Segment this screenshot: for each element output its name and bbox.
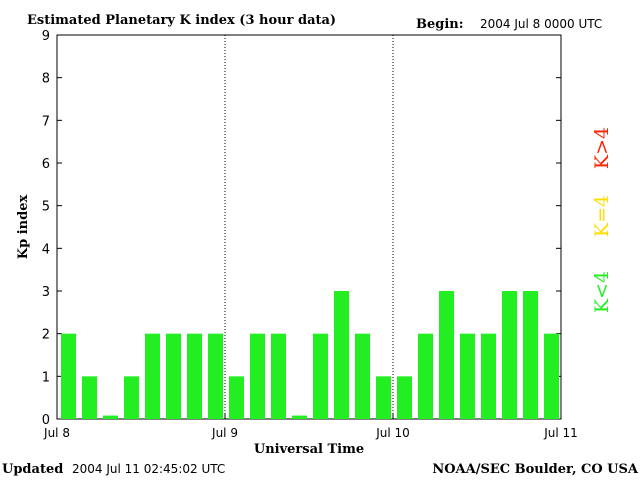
y-tick-label: 1 <box>42 370 50 385</box>
kp-bar <box>208 333 223 419</box>
begin-label: Begin: <box>416 17 464 32</box>
updated-value: 2004 Jul 11 02:45:02 UTC <box>72 462 225 476</box>
kp-bar <box>187 333 202 419</box>
kp-bar <box>82 376 97 419</box>
kp-bar <box>460 333 475 419</box>
kp-bar <box>292 415 307 419</box>
bar-series <box>61 291 559 419</box>
kp-bar <box>523 291 538 419</box>
x-tick-label: Jul 11 <box>543 426 578 440</box>
x-axis-label: Universal Time <box>254 442 364 457</box>
y-tick-label: 4 <box>42 242 50 257</box>
kp-bar <box>355 333 370 419</box>
y-tick-label: 2 <box>42 328 50 343</box>
kp-bar <box>124 376 139 419</box>
kp-bar <box>103 415 118 419</box>
kp-bar <box>229 376 244 419</box>
day-divider-lines <box>224 35 394 419</box>
y-tick-label: 5 <box>42 200 50 215</box>
y-tick-label: 8 <box>42 72 50 87</box>
legend-k-less-4: K<4 <box>591 271 613 313</box>
kp-bar <box>397 376 412 419</box>
legend-k-greater-4: K>4 <box>591 127 613 169</box>
x-tick-label: Jul 9 <box>211 426 238 440</box>
kp-bar <box>439 291 454 419</box>
kp-bar <box>145 333 160 419</box>
kp-bar <box>61 333 76 419</box>
begin-value: 2004 Jul 8 0000 UTC <box>480 17 602 31</box>
kp-bar <box>271 333 286 419</box>
kp-bar <box>313 333 328 419</box>
kp-bar <box>502 291 517 419</box>
source-credit: NOAA/SEC Boulder, CO USA <box>432 462 639 477</box>
plot-frame <box>56 34 562 420</box>
kp-bar <box>166 333 181 419</box>
x-axis-ticks: Jul 8 Jul 9 Jul 10 Jul 11 <box>43 413 578 440</box>
kp-bar <box>481 333 496 419</box>
x-tick-label: Jul 10 <box>375 426 410 440</box>
x-tick-label: Jul 8 <box>43 426 70 440</box>
y-tick-label: 0 <box>42 413 50 428</box>
y-axis-label: Kp index <box>16 195 31 260</box>
kp-bar <box>544 333 559 419</box>
kp-bar <box>334 291 349 419</box>
y-tick-label: 6 <box>42 157 50 172</box>
kp-bar <box>376 376 391 419</box>
legend-k-equal-4: K=4 <box>591 195 613 237</box>
y-tick-label: 9 <box>42 29 50 44</box>
y-tick-label: 3 <box>42 285 50 300</box>
updated-label: Updated <box>2 462 63 477</box>
kp-bar <box>250 333 265 419</box>
chart-title: Estimated Planetary K index (3 hour data… <box>27 13 336 28</box>
y-tick-label: 7 <box>42 114 50 129</box>
kp-bar <box>418 333 433 419</box>
